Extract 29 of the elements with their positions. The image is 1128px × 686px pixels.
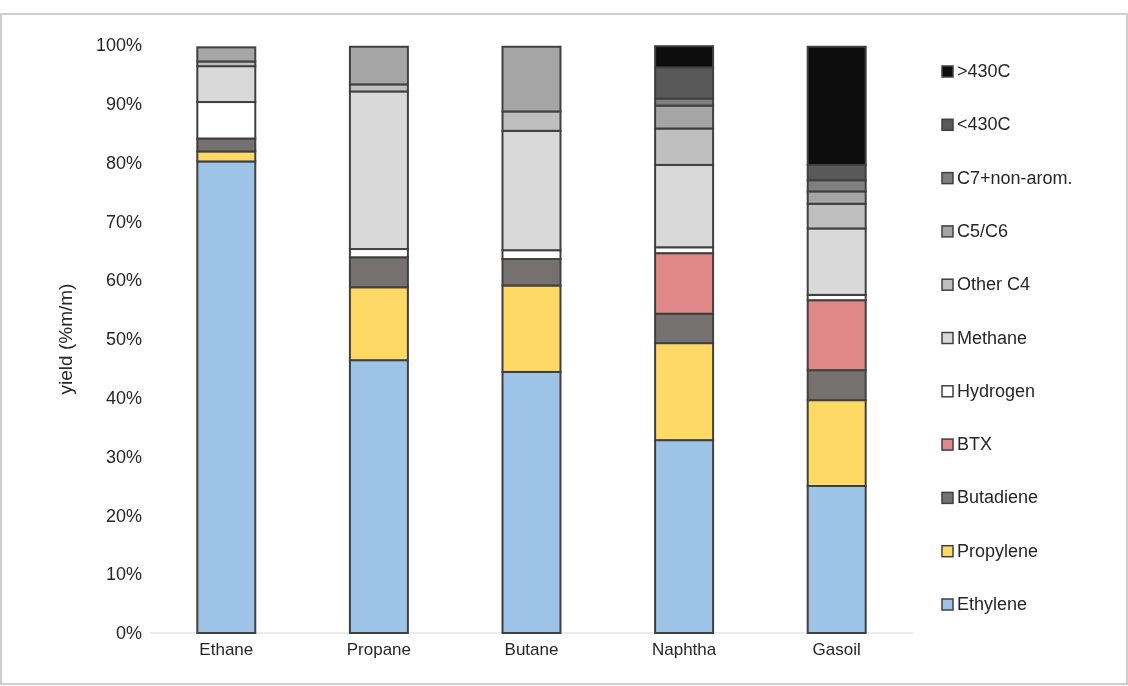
legend-label: Methane	[957, 327, 1028, 348]
legend-label: Ethylene	[957, 594, 1028, 614]
legend-label: Other C4	[957, 274, 1031, 295]
legend-label: Hydrogen	[957, 380, 1036, 401]
x-tick-label: Butane	[504, 640, 559, 660]
legend-label: C7+non-arom.	[957, 167, 1073, 188]
bar	[196, 46, 257, 63]
x-tick-label: Ethane	[199, 640, 254, 660]
y-tick-label: 70%	[105, 211, 142, 232]
y-tick-label: 20%	[105, 505, 142, 526]
x-tick-label: Gasoil	[812, 640, 861, 660]
y-tick-label: 40%	[105, 388, 142, 409]
y-axis-title: yield (%m/m)	[55, 283, 76, 395]
x-tick-label: Propane	[346, 640, 412, 660]
y-tick-label: 50%	[105, 329, 142, 350]
legend-label: BTX	[957, 434, 993, 455]
y-tick-label: 90%	[105, 94, 142, 115]
y-tick-label: 100%	[95, 35, 142, 56]
x-tick-label: Naphtha	[651, 640, 717, 660]
legend-label: C5/C6	[957, 220, 1009, 241]
y-tick-label: 60%	[105, 270, 142, 291]
legend-label: <430C	[957, 114, 1011, 135]
y-tick-label: 80%	[105, 152, 142, 173]
y-tick-label: 30%	[105, 446, 142, 467]
legend-label: >430C	[957, 61, 1011, 81]
legend-label: Propylene	[957, 540, 1039, 561]
y-tick-label: 0%	[115, 623, 142, 644]
y-tick-label: 10%	[105, 564, 142, 585]
legend-label: Butadiene	[957, 487, 1039, 508]
